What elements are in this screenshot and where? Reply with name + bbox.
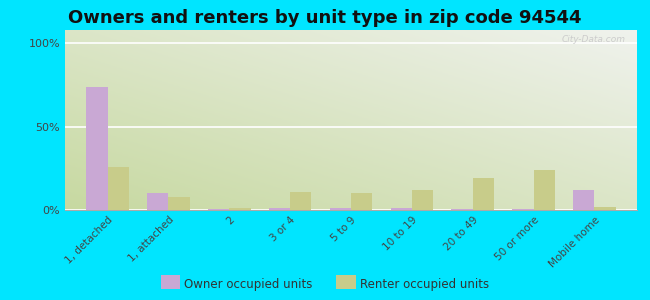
Bar (229, 208, 251, 210)
Bar (168, 197, 190, 210)
Bar (108, 167, 129, 210)
Bar (473, 178, 494, 210)
Bar (290, 192, 311, 210)
Bar (534, 170, 555, 210)
Bar (330, 208, 351, 210)
Bar (451, 209, 473, 210)
Bar (512, 209, 534, 210)
Text: Owners and renters by unit type in zip code 94544: Owners and renters by unit type in zip c… (68, 9, 582, 27)
Bar (208, 209, 229, 210)
Bar (594, 207, 616, 210)
Bar (412, 190, 433, 210)
Bar (351, 193, 372, 210)
Bar (269, 208, 290, 210)
Bar (147, 193, 168, 210)
Legend: Owner occupied units, Renter occupied units: Owner occupied units, Renter occupied un… (161, 278, 489, 291)
Bar (391, 208, 412, 210)
Bar (86, 87, 108, 210)
Text: City-Data.com: City-Data.com (562, 35, 625, 44)
Bar (573, 190, 594, 210)
